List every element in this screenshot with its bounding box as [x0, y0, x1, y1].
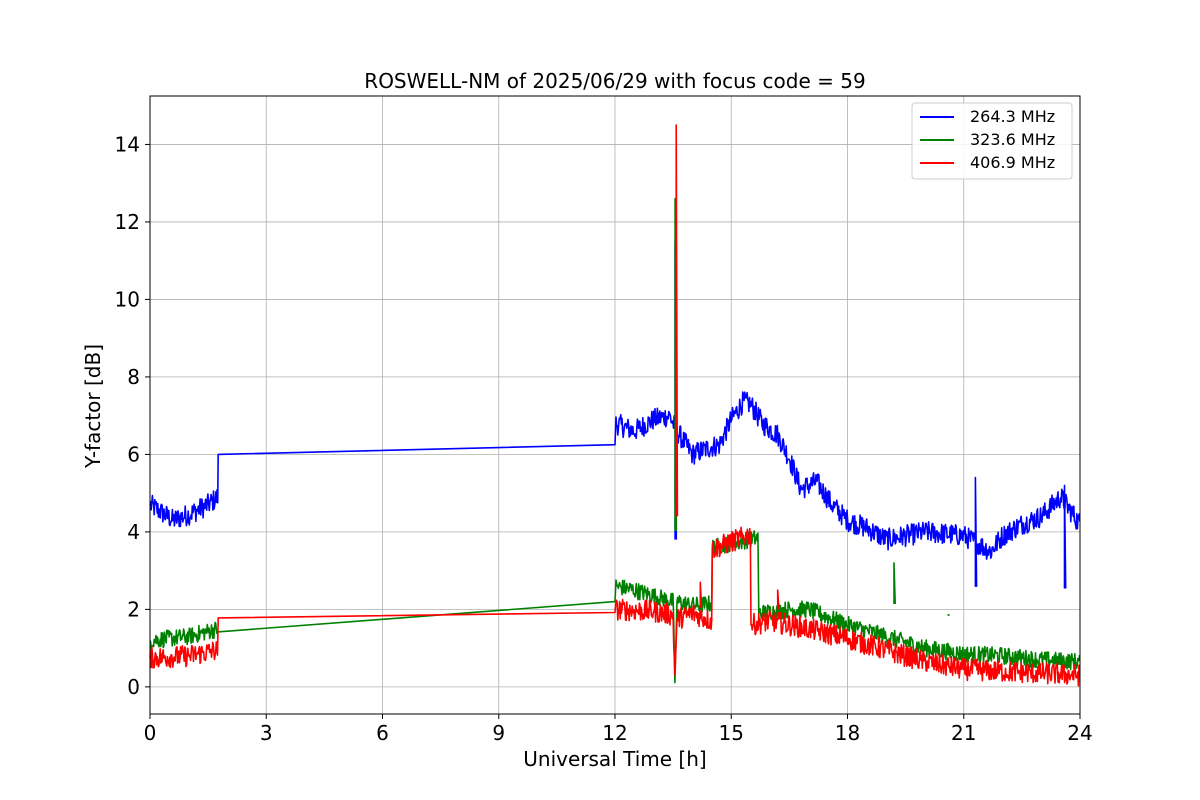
- series-line-2: [149, 197, 1081, 684]
- y-tick-label: 4: [127, 520, 140, 544]
- x-tick-label: 6: [376, 721, 389, 745]
- legend: 264.3 MHz 323.6 MHz 406.9 MHz: [911, 102, 1073, 180]
- chart-title: ROSWELL-NM of 2025/06/29 with focus code…: [364, 69, 865, 93]
- x-tick-label: 3: [260, 721, 273, 745]
- y-tick-label: 14: [115, 132, 140, 156]
- y-tick-label: 8: [127, 365, 140, 389]
- x-tick-label: 9: [492, 721, 505, 745]
- y-tick-label: 10: [115, 287, 140, 311]
- series-group: [149, 124, 1081, 687]
- x-tick-label: 24: [1067, 721, 1092, 745]
- legend-label: 406.9 MHz: [970, 153, 1055, 172]
- legend-label: 264.3 MHz: [970, 107, 1055, 126]
- x-tick-label: 15: [719, 721, 744, 745]
- legend-box: [911, 102, 1073, 180]
- series-line-3: [149, 124, 1081, 687]
- y-tick-label: 0: [127, 675, 140, 699]
- y-axis-label: Y-factor [dB]: [81, 344, 105, 469]
- x-tick-label: 0: [144, 721, 157, 745]
- y-tick-label: 6: [127, 442, 140, 466]
- x-axis-label: Universal Time [h]: [523, 747, 706, 771]
- x-tick-label: 12: [602, 721, 627, 745]
- x-tick-label: 18: [835, 721, 860, 745]
- y-tick-label: 12: [115, 210, 140, 234]
- legend-label: 323.6 MHz: [970, 130, 1055, 149]
- y-tick-label: 2: [127, 597, 140, 621]
- x-tick-label: 21: [951, 721, 976, 745]
